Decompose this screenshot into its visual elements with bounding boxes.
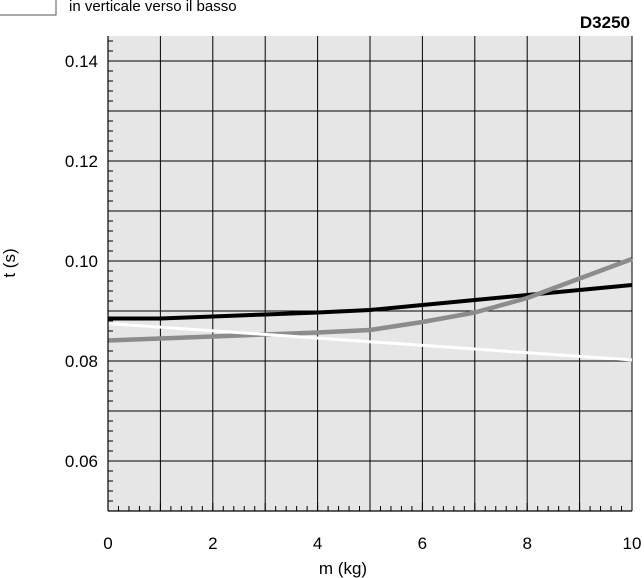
chart-code-label: D3250 [580, 13, 630, 32]
x-tick-label: 8 [522, 534, 531, 553]
y-axis-label: t (s) [0, 248, 19, 277]
y-tick-label: 0.10 [65, 252, 98, 271]
y-tick-label: 0.12 [65, 152, 98, 171]
y-tick-label: 0.14 [65, 52, 98, 71]
x-tick-label: 6 [418, 534, 427, 553]
y-tick-label: 0.06 [65, 452, 98, 471]
y-tick-labels: 0.06 0.08 0.10 0.12 0.14 [65, 52, 98, 471]
x-tick-label: 10 [623, 534, 642, 553]
legend-swatch-box [0, 0, 56, 15]
x-tick-label: 0 [103, 534, 112, 553]
y-tick-label: 0.08 [65, 352, 98, 371]
x-tick-labels: 0 2 4 6 8 10 [103, 534, 641, 553]
legend-partial-text: in verticale verso il basso [69, 0, 237, 15]
x-tick-label: 2 [208, 534, 217, 553]
x-axis-label: m (kg) [319, 559, 367, 578]
x-tick-label: 4 [313, 534, 322, 553]
